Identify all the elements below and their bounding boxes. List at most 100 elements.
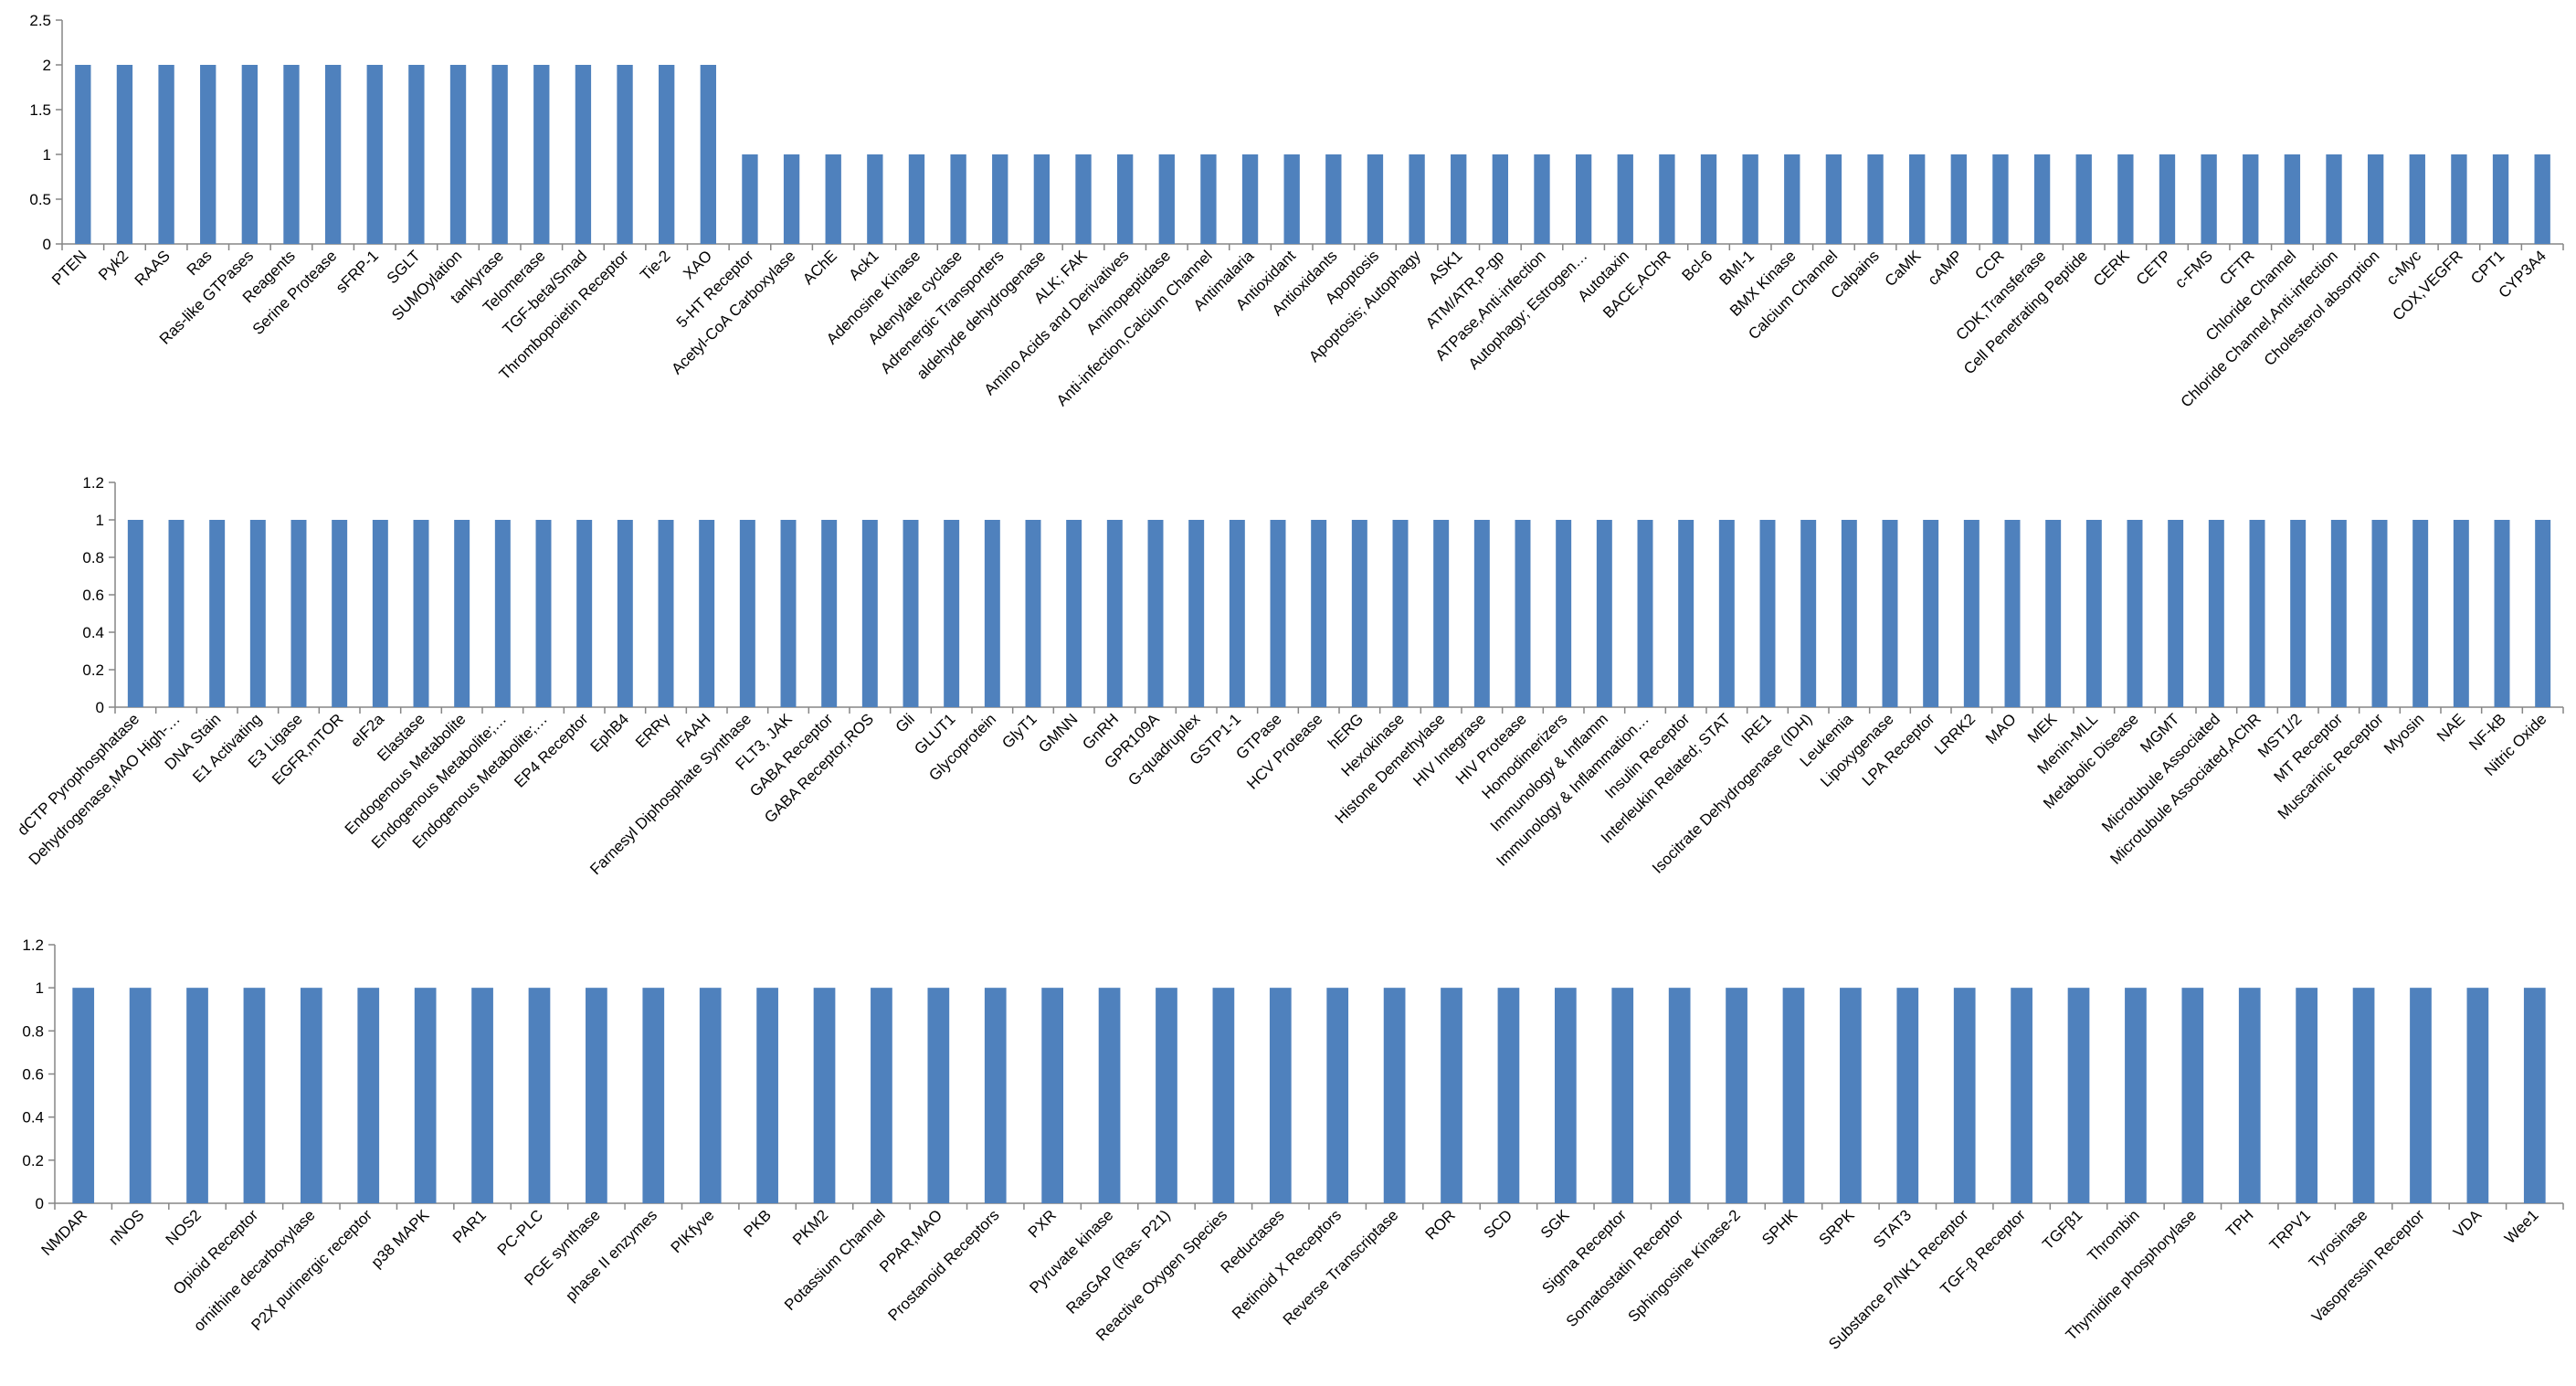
bar bbox=[586, 988, 607, 1203]
y-tick-label: 0.6 bbox=[22, 1066, 44, 1084]
category-label: AChE bbox=[799, 247, 840, 288]
category-label: CCR bbox=[1971, 247, 2007, 282]
bar bbox=[2004, 520, 2021, 707]
bar bbox=[1742, 154, 1758, 244]
bar bbox=[825, 154, 841, 244]
category-label: sFRP-1 bbox=[333, 247, 382, 296]
bar bbox=[300, 988, 322, 1203]
bar bbox=[2371, 520, 2388, 707]
bar bbox=[742, 154, 758, 244]
bar bbox=[871, 988, 892, 1203]
bar bbox=[1441, 988, 1462, 1203]
bar bbox=[1325, 154, 1342, 244]
bar bbox=[168, 520, 185, 707]
bar bbox=[1033, 154, 1050, 244]
bar bbox=[1156, 988, 1177, 1203]
bar bbox=[2249, 520, 2265, 707]
bar bbox=[984, 988, 1007, 1203]
bar bbox=[2367, 154, 2384, 244]
bar bbox=[72, 988, 95, 1203]
bar bbox=[241, 65, 259, 244]
category-label: GlyT1 bbox=[998, 710, 1040, 751]
bar bbox=[2451, 154, 2467, 244]
bar bbox=[2075, 154, 2092, 244]
bar bbox=[1433, 520, 1450, 707]
bar bbox=[2290, 520, 2307, 707]
bar bbox=[1075, 154, 1092, 244]
bar bbox=[2117, 154, 2134, 244]
bar bbox=[1383, 988, 1406, 1203]
bar bbox=[535, 520, 552, 707]
category-label: Bcl-6 bbox=[1679, 247, 1716, 284]
bar bbox=[1867, 154, 1884, 244]
y-tick-label: 1 bbox=[43, 146, 51, 164]
bar bbox=[1188, 520, 1205, 707]
category-label: SGK bbox=[1537, 1206, 1573, 1242]
bar bbox=[1025, 520, 1041, 707]
bar bbox=[1882, 520, 1898, 707]
category-label: SGLT bbox=[384, 247, 424, 287]
category-label: Retinoid X Receptors bbox=[1229, 1206, 1345, 1322]
bar bbox=[1782, 988, 1805, 1203]
bar bbox=[116, 65, 133, 244]
bar bbox=[2466, 988, 2489, 1203]
bar bbox=[2284, 154, 2301, 244]
category-label: CETP bbox=[2133, 247, 2174, 288]
bar bbox=[1392, 520, 1409, 707]
bar bbox=[1575, 154, 1592, 244]
category-label: Potassium Channel bbox=[781, 1206, 889, 1314]
bar bbox=[659, 65, 675, 244]
y-tick-label: 0 bbox=[43, 236, 51, 253]
bar bbox=[1212, 988, 1235, 1203]
bar bbox=[413, 520, 429, 707]
bar bbox=[366, 65, 383, 244]
bar bbox=[491, 65, 508, 244]
bar bbox=[1800, 520, 1817, 707]
bar bbox=[1923, 520, 1939, 707]
bar bbox=[2535, 520, 2551, 707]
bar bbox=[821, 520, 838, 707]
category-label: EphB4 bbox=[587, 710, 633, 756]
bar bbox=[1637, 520, 1653, 707]
bar bbox=[575, 65, 592, 244]
bar bbox=[739, 520, 755, 707]
bar bbox=[617, 520, 633, 707]
bar bbox=[2045, 520, 2062, 707]
bar bbox=[2127, 520, 2143, 707]
y-tick-label: 0.8 bbox=[82, 549, 104, 566]
bar bbox=[1611, 988, 1634, 1203]
bar bbox=[1554, 988, 1577, 1203]
category-label: ROR bbox=[1422, 1206, 1459, 1243]
category-label: TGFβ1 bbox=[2039, 1206, 2085, 1253]
category-label: nNOS bbox=[105, 1206, 147, 1248]
category-label: PTEN bbox=[48, 247, 90, 288]
bar bbox=[642, 988, 665, 1203]
bar bbox=[1534, 154, 1550, 244]
y-tick-label: 1 bbox=[36, 979, 44, 997]
bar bbox=[2208, 520, 2224, 707]
bar bbox=[1351, 520, 1367, 707]
bar bbox=[1451, 154, 1467, 244]
bar bbox=[1473, 520, 1490, 707]
category-label: SRPK bbox=[1816, 1206, 1859, 1249]
bar bbox=[249, 520, 266, 707]
bar bbox=[2453, 520, 2469, 707]
bar bbox=[861, 520, 878, 707]
bar bbox=[2033, 154, 2051, 244]
bar bbox=[1678, 520, 1694, 707]
bar bbox=[756, 988, 778, 1203]
bar bbox=[1909, 154, 1926, 244]
category-label: GMNN bbox=[1035, 710, 1081, 756]
bar bbox=[186, 988, 208, 1203]
bar bbox=[1825, 154, 1842, 244]
category-label: NAE bbox=[2433, 710, 2468, 745]
bar bbox=[2352, 988, 2375, 1203]
bar bbox=[2534, 154, 2550, 244]
bar bbox=[243, 988, 266, 1203]
bar bbox=[1759, 520, 1776, 707]
bar bbox=[1718, 520, 1735, 707]
bar bbox=[1497, 988, 1520, 1203]
category-label: Dehydrogenase,MAO High-… bbox=[26, 710, 184, 868]
